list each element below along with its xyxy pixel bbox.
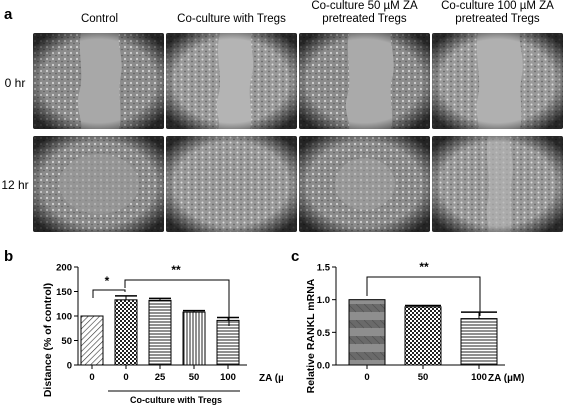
sig-star: * bbox=[105, 274, 110, 288]
x-axis-label-za-c: ZA (µM) bbox=[488, 373, 525, 384]
y-tick-label: 0.0 bbox=[317, 361, 330, 372]
column-header-za100: Co-culture 100 µM ZA pretreated Tregs bbox=[441, 0, 554, 25]
y-tick-label: 50 bbox=[61, 336, 72, 347]
micrograph-za50-0hr bbox=[299, 33, 430, 129]
column-header-za50: Co-culture 50 µM ZA pretreated Tregs bbox=[311, 0, 418, 25]
y-axis-label-distance: Distance (% of control) bbox=[42, 283, 54, 397]
x-tick-label: 0 bbox=[123, 372, 128, 383]
chart-distance: 0 50 100 150 200 0 0 25 50 100 Distance (% of co… bbox=[42, 263, 283, 406]
bar bbox=[348, 299, 386, 366]
bar bbox=[404, 306, 442, 366]
bar bbox=[114, 299, 138, 366]
y-tick-label: 150 bbox=[56, 287, 72, 298]
x-tick-label: 0 bbox=[89, 372, 94, 383]
micrograph-coculture-12hr bbox=[166, 136, 297, 232]
y-axis-label-rankl: Relative RANKL mRNA bbox=[305, 278, 317, 393]
bar bbox=[216, 319, 240, 366]
sig-double-star-c: ** bbox=[419, 260, 429, 274]
sig-bracket-double-star bbox=[124, 279, 230, 326]
column-header-coculture: Co-culture with Tregs bbox=[177, 13, 286, 25]
micrograph-za50-12hr bbox=[299, 136, 430, 232]
bar bbox=[182, 311, 206, 366]
x-tick-label: 25 bbox=[155, 372, 166, 383]
y-tick-label: 100 bbox=[56, 312, 72, 323]
row-header-0hr: 0 hr bbox=[4, 76, 26, 90]
bar bbox=[148, 299, 172, 366]
panel-a-letter: a bbox=[4, 6, 13, 23]
micrograph-za100-12hr bbox=[432, 136, 563, 232]
panel-b-letter: b bbox=[4, 248, 14, 265]
sig-bracket-double-star-c bbox=[366, 276, 481, 316]
sig-double-star: ** bbox=[171, 263, 181, 277]
micrograph-control-0hr bbox=[33, 33, 164, 129]
x-tick-label: 100 bbox=[220, 372, 236, 383]
row-header-12hr: 12 hr bbox=[1, 178, 29, 192]
panel-c-letter: c bbox=[291, 248, 300, 265]
x-tick-label: 0 bbox=[364, 372, 369, 383]
x-tick-label: 50 bbox=[418, 372, 429, 383]
micrograph-control-12hr bbox=[33, 136, 164, 232]
micrograph-za100-0hr bbox=[432, 33, 563, 129]
y-tick-label: 1.5 bbox=[317, 263, 331, 274]
sig-bracket-star bbox=[92, 289, 126, 298]
y-tick-label: 200 bbox=[56, 263, 72, 274]
y-tick-label: 0.5 bbox=[317, 328, 331, 339]
column-header-control: Control bbox=[80, 13, 119, 25]
bar bbox=[80, 315, 104, 366]
bar bbox=[460, 318, 498, 366]
micrograph-coculture-0hr bbox=[166, 33, 297, 129]
y-tick-label: 0 bbox=[67, 361, 72, 372]
group-label-coculture: Co-culture with Tregs bbox=[130, 395, 222, 405]
x-axis-label-za: ZA (µM) bbox=[259, 373, 283, 384]
x-tick-label: 100 bbox=[471, 372, 487, 383]
y-tick-label: 1.0 bbox=[317, 295, 330, 306]
x-tick-label: 50 bbox=[189, 372, 200, 383]
chart-rankl: 0.00.51.01.5 0 50 100 Relative RANKL mRNA … bbox=[305, 260, 525, 393]
